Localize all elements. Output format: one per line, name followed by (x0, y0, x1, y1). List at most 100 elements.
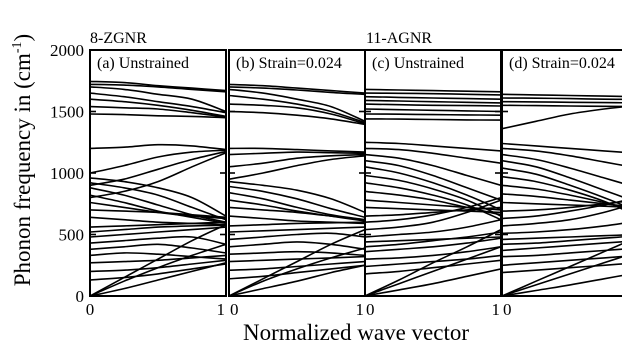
band-2-2 (365, 95, 501, 100)
band-2-9 (365, 147, 501, 164)
band-1-12 (229, 191, 365, 221)
band-lines (229, 83, 365, 296)
band-1-14 (229, 206, 365, 221)
band-0-10 (90, 151, 226, 199)
band-1-3 (229, 94, 365, 124)
band-1-20 (229, 250, 365, 257)
svg-text:Phonon frequency in (cm-1): Phonon frequency in (cm-1) (10, 34, 35, 286)
band-3-7 (502, 153, 622, 184)
band-3-17 (502, 222, 622, 235)
x-tick-label: 0 (230, 300, 239, 319)
panel-title: (b) Strain=0.024 (236, 55, 342, 72)
band-0-1 (90, 83, 226, 93)
band-0-0 (90, 80, 226, 92)
band-1-5 (229, 110, 365, 126)
band-3-13 (502, 201, 622, 208)
band-1-10 (229, 180, 365, 214)
band-1-11 (229, 185, 365, 219)
panel-2: (c) Unstrained 0 1 (364, 49, 502, 319)
band-2-4 (365, 103, 501, 107)
band-3-0 (502, 93, 622, 98)
y-tick-label: 0 (76, 287, 85, 306)
band-2-1 (365, 92, 501, 96)
band-3-25 (502, 243, 622, 296)
band-2-17 (365, 206, 501, 214)
x-tick-label: 1 (217, 300, 226, 319)
band-2-28 (365, 246, 501, 296)
band-2-27 (365, 259, 501, 275)
band-2-23 (365, 231, 501, 248)
band-1-16 (229, 221, 365, 227)
band-0-27 (90, 243, 226, 296)
band-3-26 (502, 274, 622, 296)
band-3-12 (502, 193, 622, 207)
panel-title: (a) Unstrained (97, 55, 189, 72)
band-3-23 (502, 263, 622, 274)
band-2-25 (365, 246, 501, 260)
band-2-6 (365, 113, 501, 116)
band-0-21 (90, 235, 226, 246)
band-3-24 (502, 256, 622, 296)
band-0-22 (90, 243, 226, 254)
y-axis-ticks: 0 500 1000 1500 2000 (50, 41, 84, 306)
panel-title: (c) Unstrained (372, 55, 464, 72)
band-2-7 (365, 118, 501, 121)
band-0-28 (90, 223, 226, 296)
band-2-5 (365, 108, 501, 113)
band-3-5 (502, 142, 622, 153)
y-tick-label: 1500 (50, 103, 84, 122)
panel-frame (501, 49, 622, 297)
band-0-3 (90, 92, 226, 114)
x-tick-label: 1 (356, 300, 365, 319)
band-1-4 (229, 103, 365, 125)
band-3-2 (502, 100, 622, 104)
band-0-9 (90, 150, 226, 187)
band-lines (365, 88, 501, 296)
band-1-0 (229, 83, 365, 94)
band-0-5 (90, 105, 226, 118)
band-2-26 (365, 254, 501, 268)
x-axis-label: Normalized wave vector (243, 320, 469, 345)
band-1-19 (229, 241, 365, 251)
band-1-23 (229, 264, 365, 280)
band-2-8 (365, 141, 501, 152)
band-3-6 (502, 147, 622, 167)
band-1-25 (229, 228, 365, 296)
band-0-6 (90, 113, 226, 119)
band-lines (502, 93, 622, 296)
band-3-15 (502, 200, 622, 220)
x-tick-label: 0 (503, 300, 512, 319)
y-tick-label: 1000 (50, 164, 84, 183)
band-3-20 (502, 241, 622, 252)
panel-title: (d) Strain=0.024 (509, 55, 615, 72)
band-2-19 (365, 196, 501, 223)
band-2-30 (365, 268, 501, 296)
band-0-16 (90, 209, 226, 219)
band-1-7 (229, 151, 365, 156)
band-2-11 (365, 159, 501, 201)
band-2-22 (365, 236, 501, 243)
band-1-2 (229, 88, 365, 123)
band-3-21 (502, 248, 622, 258)
band-0-20 (90, 226, 226, 238)
band-1-8 (229, 153, 365, 168)
band-3-19 (502, 236, 622, 246)
band-2-20 (365, 199, 501, 231)
group-label-zgnr: 8-ZGNR (90, 30, 147, 47)
y-axis-label: Phonon frequency in (cm-1) (10, 34, 35, 286)
x-tick-label: 0 (86, 300, 95, 319)
band-1-18 (229, 232, 365, 241)
band-2-12 (365, 166, 501, 211)
band-1-21 (229, 255, 365, 263)
band-3-8 (502, 159, 622, 198)
band-1-6 (229, 147, 365, 153)
band-2-21 (365, 218, 501, 238)
band-3-22 (502, 255, 622, 267)
band-0-24 (90, 254, 226, 264)
band-0-7 (90, 143, 226, 151)
band-1-1 (229, 86, 365, 96)
band-2-3 (365, 99, 501, 104)
panel-1: (b) Strain=0.024 0 1 (228, 49, 366, 319)
band-lines (90, 80, 226, 296)
